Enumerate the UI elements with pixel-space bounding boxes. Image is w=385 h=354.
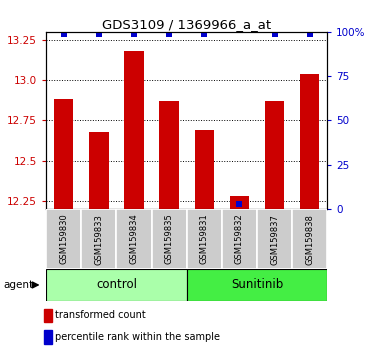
Bar	[187, 269, 327, 301]
Bar	[159, 101, 179, 209]
Point	[306, 31, 313, 36]
Bar	[81, 209, 116, 269]
Point	[96, 31, 102, 36]
Text: GSM159838: GSM159838	[305, 214, 314, 264]
Bar	[230, 196, 249, 209]
Bar	[300, 74, 319, 209]
Bar	[89, 132, 109, 209]
Text: GSM159837: GSM159837	[270, 214, 279, 264]
Point	[271, 31, 278, 36]
Text: GSM159834: GSM159834	[129, 214, 139, 264]
Bar	[292, 209, 327, 269]
Title: GDS3109 / 1369966_a_at: GDS3109 / 1369966_a_at	[102, 18, 271, 31]
Text: GSM159835: GSM159835	[165, 214, 174, 264]
Point	[236, 201, 243, 206]
Text: GSM159832: GSM159832	[235, 214, 244, 264]
Bar	[265, 101, 284, 209]
Bar	[187, 209, 222, 269]
Bar	[44, 330, 52, 343]
Text: percentile rank within the sample: percentile rank within the sample	[55, 332, 220, 342]
Bar	[195, 130, 214, 209]
Text: agent: agent	[4, 280, 34, 290]
Bar	[54, 99, 74, 209]
Bar	[44, 309, 52, 322]
Bar	[152, 209, 187, 269]
Text: transformed count: transformed count	[55, 310, 146, 320]
Bar	[257, 209, 292, 269]
Point	[166, 31, 172, 36]
Text: GSM159830: GSM159830	[59, 214, 68, 264]
Point	[61, 31, 67, 36]
Bar	[46, 269, 187, 301]
Text: control: control	[96, 279, 137, 291]
Bar	[222, 209, 257, 269]
Point	[201, 31, 208, 36]
Bar	[124, 51, 144, 209]
Text: GSM159831: GSM159831	[200, 214, 209, 264]
Bar	[46, 209, 81, 269]
Bar	[116, 209, 152, 269]
Point	[131, 31, 137, 36]
Text: GSM159833: GSM159833	[94, 214, 104, 264]
Text: Sunitinib: Sunitinib	[231, 279, 283, 291]
